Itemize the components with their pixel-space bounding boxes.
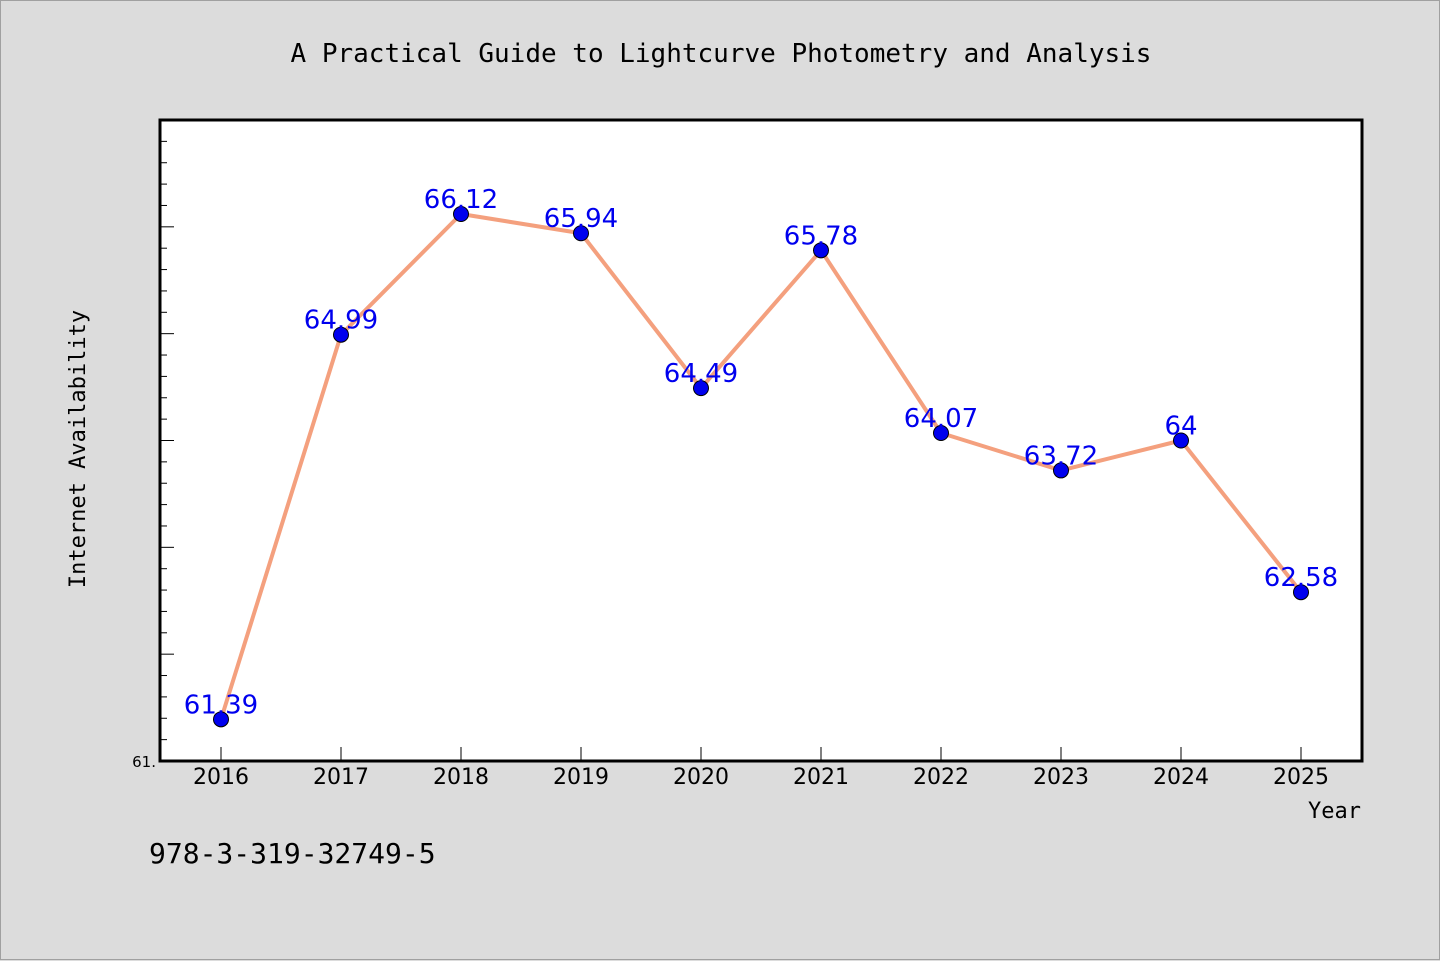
data-label: 64.99 — [304, 306, 378, 336]
x-axis-ticks: 2016 2017 2018 2019 2020 2021 2022 2023 2024 2025 — [193, 747, 1329, 790]
data-label: 65.78 — [784, 221, 858, 251]
data-point — [333, 326, 349, 343]
y-axis-label: Internet Availability — [66, 310, 91, 588]
plot-border — [158, 118, 1364, 763]
x-tick-label: 2019 — [553, 765, 609, 790]
data-point — [813, 242, 829, 259]
data-point — [1053, 462, 1069, 479]
data-label: 65.94 — [544, 204, 618, 234]
x-tick-label: 2023 — [1033, 765, 1089, 790]
isbn-footer: 978-3-319-32749-5 — [149, 837, 436, 870]
series-line-group — [219, 212, 1303, 720]
x-tick-label: 2025 — [1273, 765, 1329, 790]
x-axis-label: Year — [1308, 799, 1361, 824]
data-point — [453, 206, 469, 223]
data-label: 64 — [1164, 412, 1197, 442]
data-label: 64.07 — [904, 404, 978, 434]
y-tick-label: 61. — [132, 753, 156, 771]
data-label: 63.72 — [1024, 441, 1098, 471]
x-tick-label: 2021 — [793, 765, 849, 790]
data-label: 61.39 — [184, 690, 258, 720]
chart-title: A Practical Guide to Lightcurve Photomet… — [291, 39, 1152, 69]
x-tick-label: 2022 — [913, 765, 969, 790]
data-point — [693, 380, 709, 397]
series-line — [219, 212, 1303, 720]
x-tick-label: 2018 — [433, 765, 489, 790]
data-labels: 61.39 64.99 66.12 65.94 64.49 65.78 64.07 63.72… — [184, 185, 1338, 720]
data-label: 62.58 — [1264, 563, 1338, 593]
data-markers — [213, 206, 1309, 728]
data-point — [213, 711, 229, 728]
x-tick-label: 2017 — [313, 765, 369, 790]
data-point — [933, 425, 949, 442]
x-tick-label: 2016 — [193, 765, 249, 790]
data-label: 66.12 — [424, 185, 498, 215]
data-point — [1173, 432, 1189, 449]
data-label: 64.49 — [664, 359, 738, 389]
x-tick-label: 2020 — [673, 765, 729, 790]
plot-area — [160, 120, 1362, 761]
data-point — [1293, 584, 1309, 601]
data-point — [573, 225, 589, 242]
x-tick-label: 2024 — [1153, 765, 1209, 790]
